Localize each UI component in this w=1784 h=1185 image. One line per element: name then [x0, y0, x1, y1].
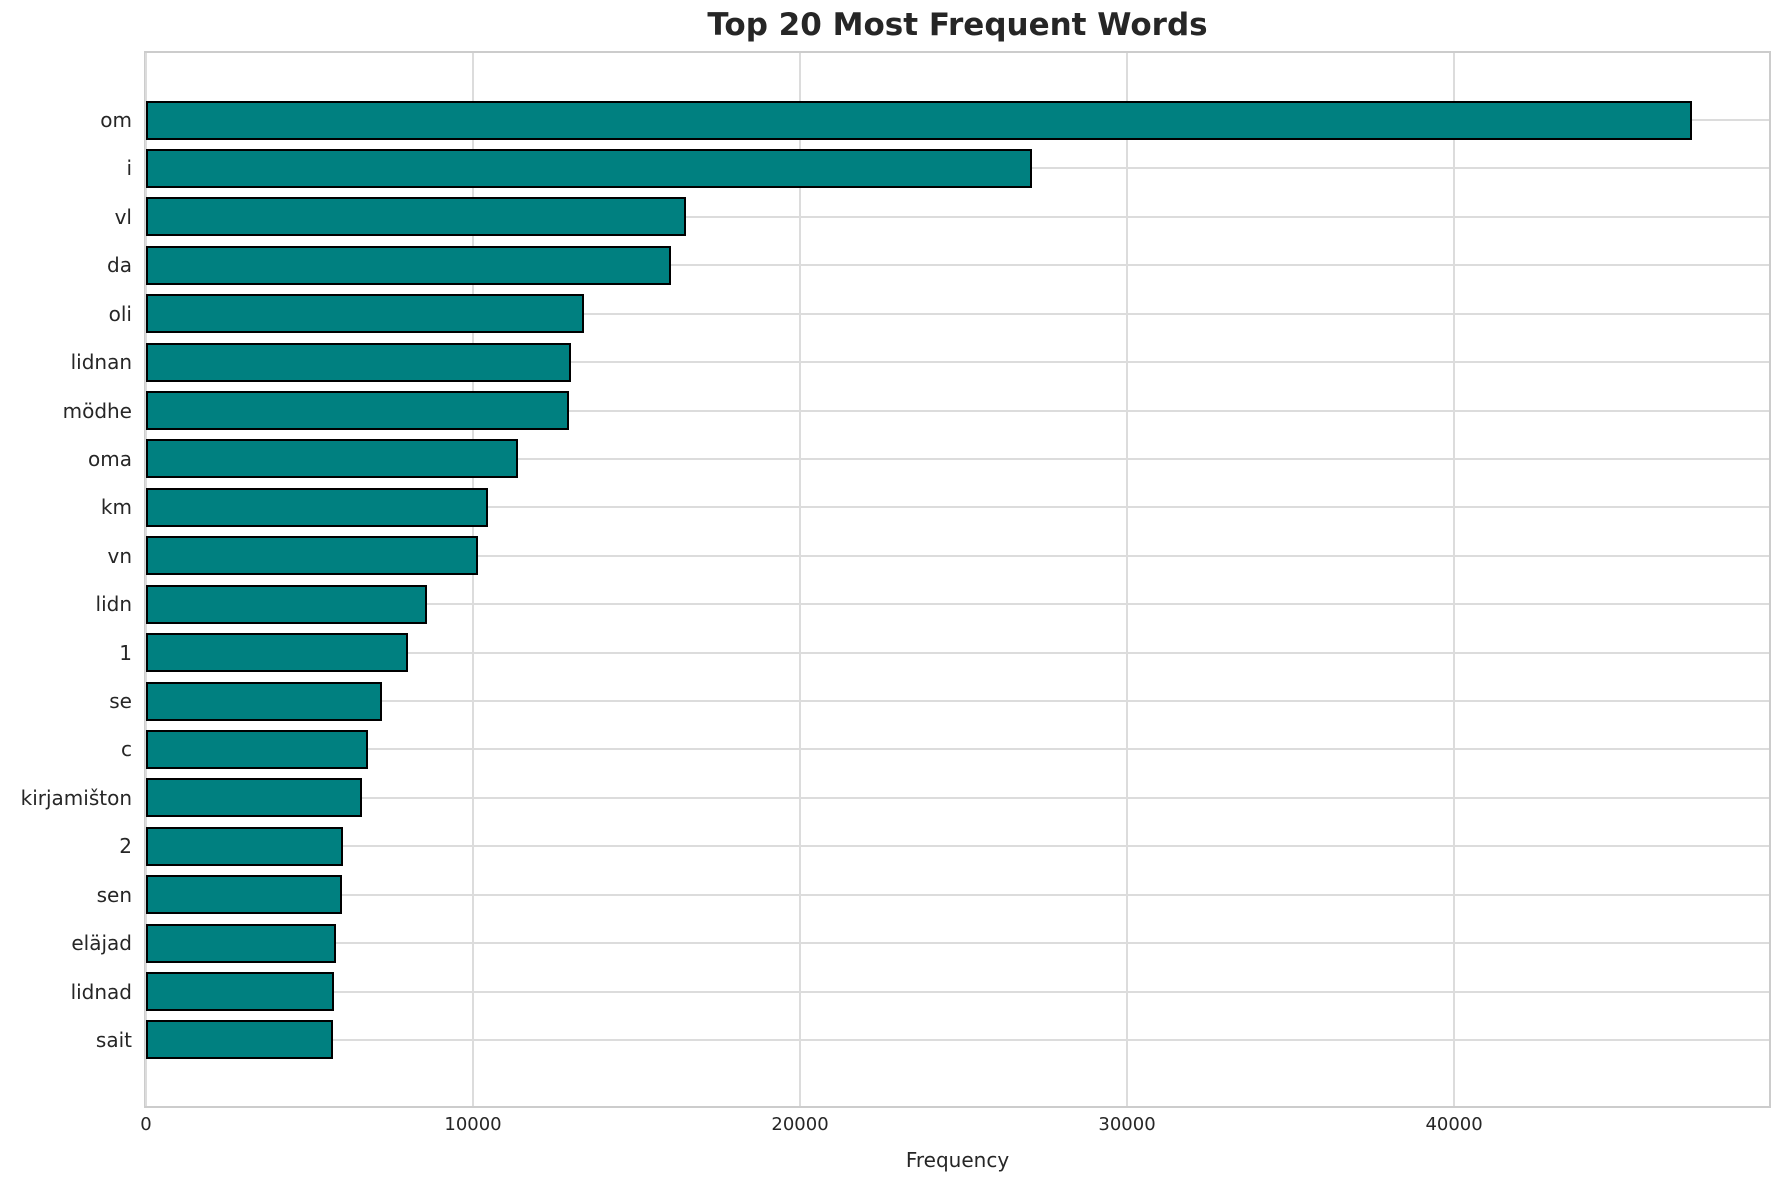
horizontal-gridline [146, 264, 1769, 267]
horizontal-gridline [146, 409, 1769, 412]
bar-2 [146, 826, 343, 866]
horizontal-gridline [146, 457, 1769, 460]
y-tick-label-vl: vl [114, 204, 132, 229]
horizontal-gridline [146, 651, 1769, 654]
y-axis-labels: om i vl da oli lidnan mödhe oma km vn lidn 1 se c kirj… [0, 53, 132, 1106]
y-tick-label-i: i [126, 156, 132, 181]
horizontal-gridline [146, 748, 1769, 751]
y-tick-label-oli: oli [108, 301, 132, 326]
y-tick-label-km: km [100, 495, 132, 520]
bar-vn [146, 536, 478, 576]
y-tick-label-da: da [107, 253, 132, 278]
bar-oli [146, 294, 584, 334]
y-tick-label-lidnad: lidnad [70, 979, 132, 1004]
horizontal-gridline [146, 942, 1769, 945]
x-tick-label-20000: 20000 [771, 1114, 829, 1135]
bar-sen [146, 875, 342, 915]
horizontal-gridline [146, 845, 1769, 848]
horizontal-gridline [146, 893, 1769, 896]
bar-lidnan [146, 342, 571, 382]
y-tick-label-mödhe: mödhe [62, 398, 132, 423]
horizontal-gridline [146, 1038, 1769, 1041]
y-tick-label-lidn: lidn [95, 592, 132, 617]
vertical-gridline [799, 53, 802, 1106]
y-tick-label-sen: sen [96, 882, 132, 907]
y-tick-label-lidnan: lidnan [70, 350, 132, 375]
y-tick-label-vn: vn [107, 543, 132, 568]
y-tick-label-c: c [121, 737, 132, 762]
bar-lidnad [146, 972, 334, 1012]
bar-km [146, 487, 488, 527]
vertical-gridline [1453, 53, 1456, 1106]
horizontal-gridline [146, 506, 1769, 509]
bar-om [146, 100, 1692, 140]
bar-mödhe [146, 391, 569, 431]
chart-title: Top 20 Most Frequent Words [707, 7, 1208, 43]
vertical-gridline [1126, 53, 1129, 1106]
bar-1 [146, 633, 408, 673]
bar-eläjad [146, 923, 336, 963]
x-tick-label-40000: 40000 [1425, 1114, 1483, 1135]
y-tick-label-kirjamišton: kirjamišton [20, 785, 132, 810]
bar-c [146, 729, 368, 769]
horizontal-gridline [146, 554, 1769, 557]
horizontal-gridline [146, 215, 1769, 218]
bar-se [146, 681, 382, 721]
horizontal-gridline [146, 990, 1769, 993]
horizontal-gridline [146, 700, 1769, 703]
horizontal-gridline [146, 796, 1769, 799]
x-tick-label-30000: 30000 [1098, 1114, 1156, 1135]
y-tick-label-2: 2 [119, 834, 132, 859]
x-tick-label-10000: 10000 [444, 1114, 502, 1135]
y-tick-label-se: se [109, 689, 132, 714]
bar-sait [146, 1020, 333, 1060]
bar-kirjamišton [146, 778, 362, 818]
horizontal-gridline [146, 361, 1769, 364]
vertical-gridline [472, 53, 475, 1106]
y-tick-label-oma: oma [88, 446, 132, 471]
bar-da [146, 245, 671, 285]
horizontal-gridline [146, 603, 1769, 606]
y-tick-label-sait: sait [95, 1027, 132, 1052]
y-tick-label-1: 1 [119, 640, 132, 665]
y-tick-label-eläjad: eläjad [71, 931, 132, 956]
plot-area [144, 51, 1771, 1108]
vertical-gridline [145, 53, 147, 1106]
bar-i [146, 148, 1032, 188]
x-axis-label: Frequency [905, 1148, 1010, 1172]
horizontal-gridline [146, 312, 1769, 315]
bar-lidn [146, 584, 427, 624]
bar-vl [146, 197, 686, 237]
bar-oma [146, 439, 518, 479]
y-tick-label-om: om [100, 108, 132, 132]
x-tick-label-0: 0 [140, 1114, 152, 1135]
